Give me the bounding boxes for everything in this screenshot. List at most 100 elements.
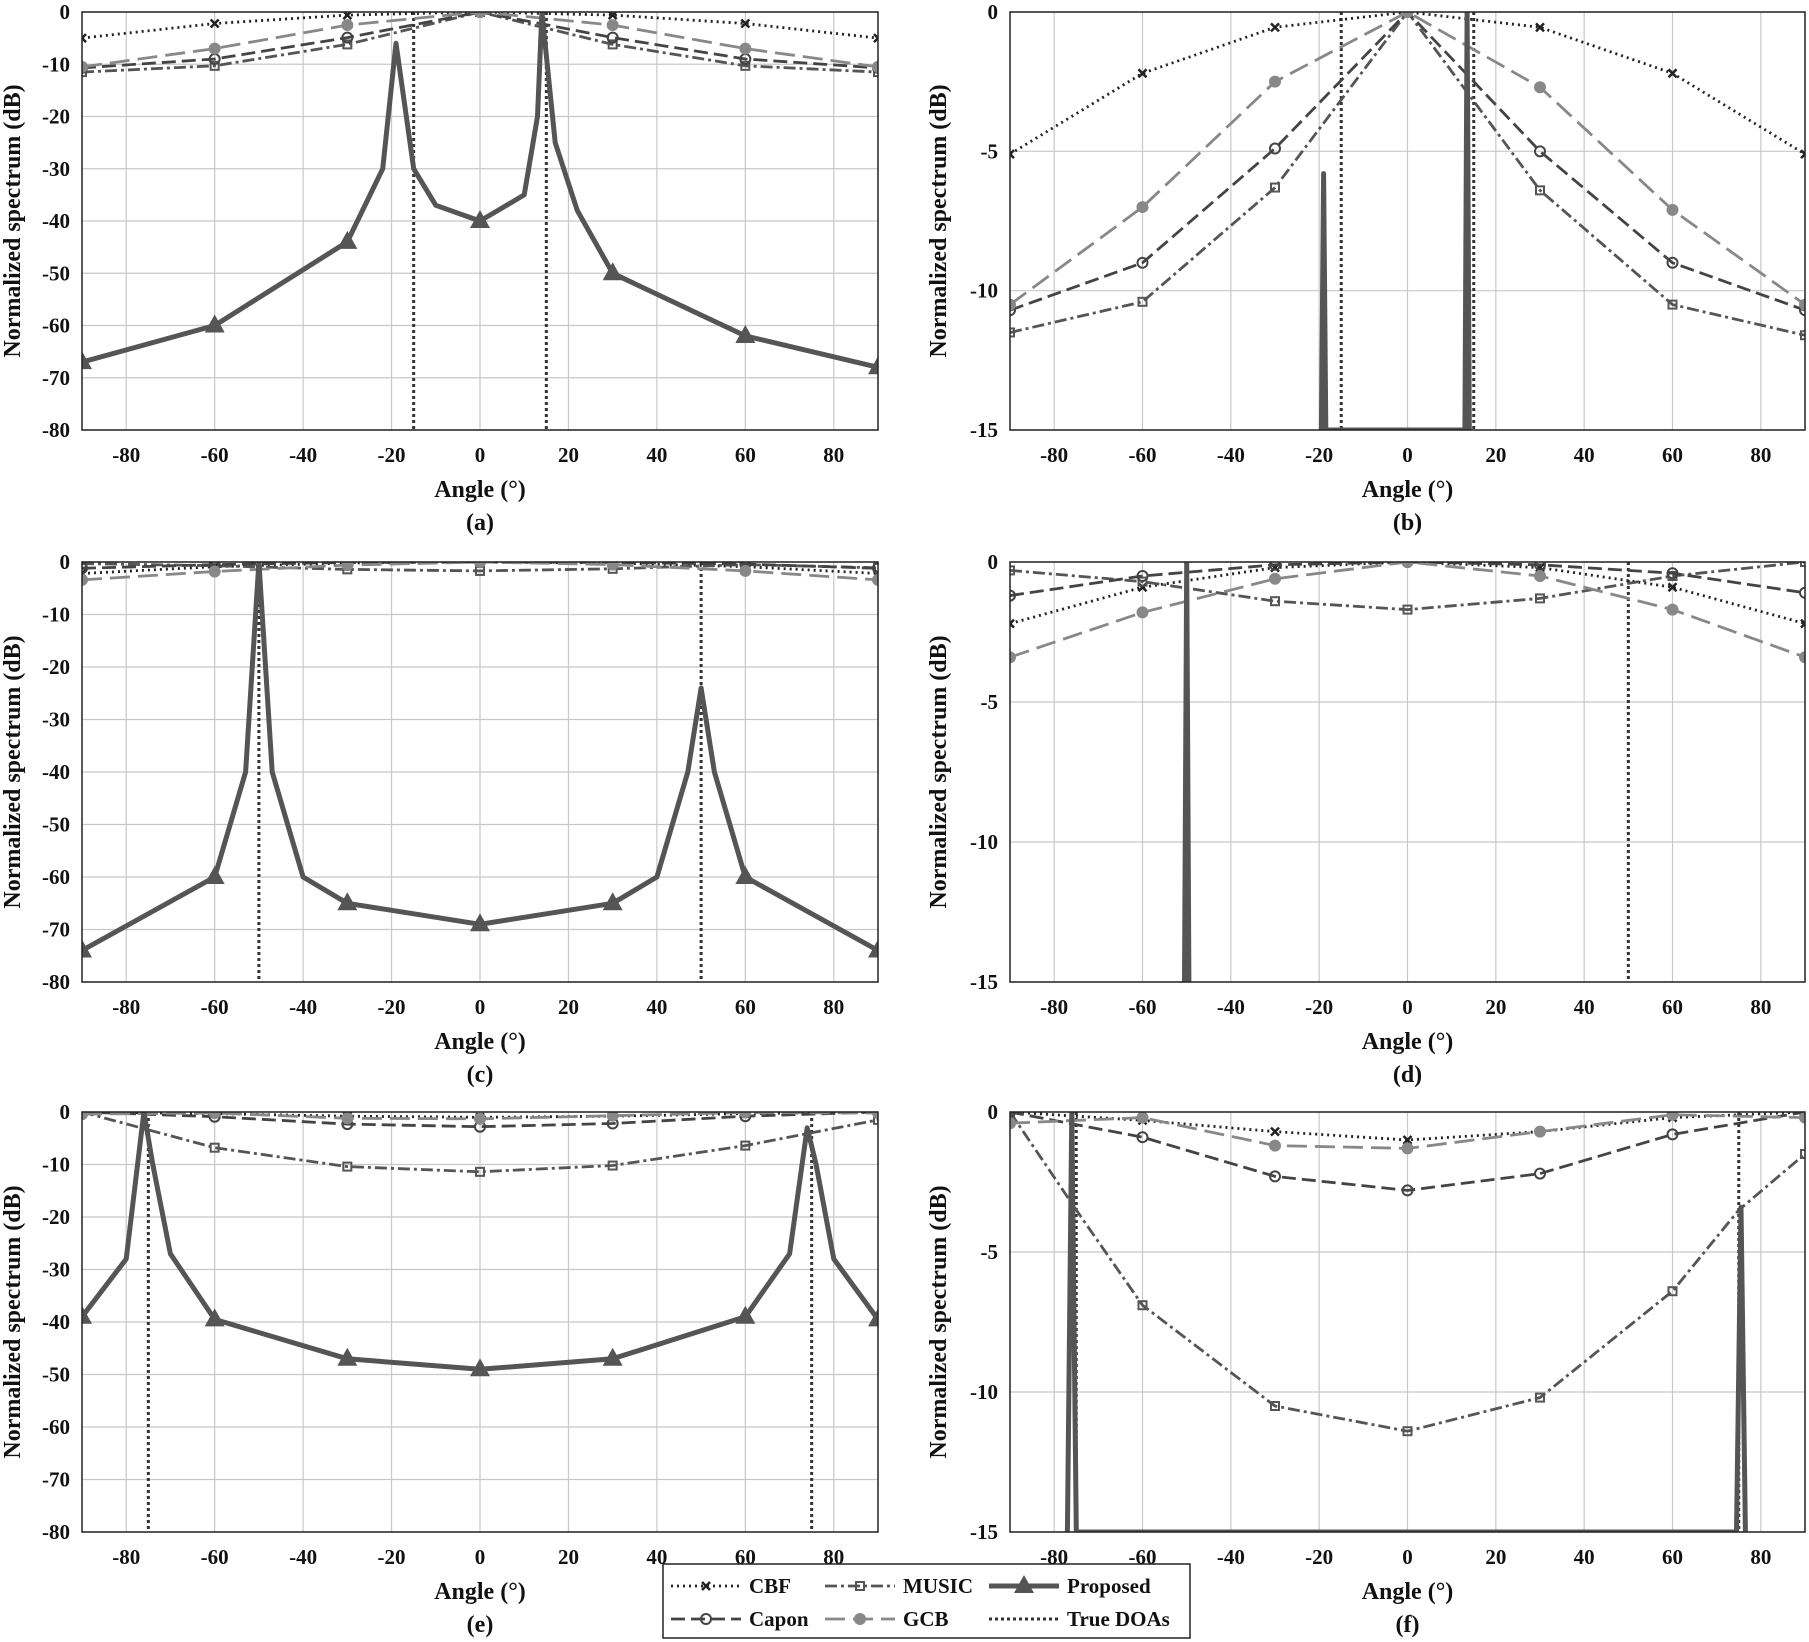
y-tick-label: -40 [42, 209, 70, 233]
x-axis-label: Angle (°) [1362, 477, 1454, 503]
x-tick-label: 40 [646, 995, 667, 1019]
x-tick-label: -80 [112, 995, 140, 1019]
x-tick-label: 20 [1485, 443, 1506, 467]
marker-proposed-2-0 [82, 939, 92, 958]
y-axis-label: Normalized spectrum (dB) [926, 1185, 952, 1458]
marker-proposed-4-8 [602, 1347, 623, 1366]
marker-music-4-3 [475, 1166, 485, 1177]
x-tick-label: 60 [735, 443, 756, 467]
marker-capon-1-0 [1010, 304, 1016, 317]
marker-gcb-3-2 [1269, 572, 1281, 585]
legend-label: GCB [903, 1607, 949, 1631]
marker-gcb-4-5 [739, 1112, 752, 1119]
marker-cbf-1-4 [1535, 22, 1545, 33]
marker-music-5-4 [1402, 1426, 1413, 1437]
axes-frame [81, 11, 879, 431]
x-tick-label: 80 [1750, 443, 1771, 467]
marker-cbf-3-0 [1010, 618, 1015, 629]
marker-gcb-4-6 [872, 1112, 878, 1120]
x-tick-label: 60 [1662, 1545, 1683, 1569]
marker-capon-1-1 [1136, 256, 1149, 269]
series-line-music [1010, 1112, 1805, 1433]
y-tick-label: -80 [42, 970, 70, 994]
marker-capon-3-5 [1666, 567, 1679, 580]
marker-cbf-0-6 [873, 33, 878, 44]
y-tick-label: 0 [60, 550, 71, 574]
series-line-music [82, 1112, 878, 1174]
series-line-music [82, 12, 878, 74]
series-layer [82, 562, 878, 982]
marker-gcb-1-6 [1799, 298, 1805, 311]
x-tick-label: 40 [646, 1545, 667, 1569]
x-tick-label: 40 [1574, 443, 1595, 467]
marker-proposed-2-6 [337, 892, 358, 911]
marker-cbf-3-1 [1137, 582, 1148, 593]
chart-panel-4: -80 -60 -40 -20 0 20 40 60 80 0 -10 -20 -30 -40 -50 -60… [0, 1100, 879, 1638]
marker-gcb-2-2 [341, 562, 354, 572]
marker-gcb-1-5 [1666, 203, 1679, 216]
x-axis-label: Angle (°) [434, 477, 526, 503]
marker-gcb-2-1 [208, 565, 221, 578]
y-tick-label: -70 [42, 918, 70, 942]
marker-cbf-3-5 [1667, 582, 1678, 593]
x-tick-label: 60 [735, 995, 756, 1019]
marker-music-4-2 [342, 1161, 353, 1172]
legend-label: True DOAs [1067, 1607, 1170, 1631]
axes-frame [81, 1111, 879, 1533]
marker-gcb-0-3 [474, 12, 486, 18]
marker-music-4-4 [607, 1160, 618, 1171]
x-tick-label: 40 [646, 443, 667, 467]
x-tick-label: -60 [1129, 995, 1157, 1019]
marker-music-5-5 [1535, 1392, 1545, 1403]
y-tick-label: -15 [970, 418, 998, 442]
y-tick-label: -5 [981, 1240, 999, 1264]
y-tick-label: 0 [988, 1100, 999, 1124]
marker-gcb-5-1 [1136, 1112, 1149, 1124]
marker-gcb-2-5 [739, 564, 752, 577]
marker-gcb-1-4 [1534, 81, 1546, 94]
x-tick-label: 0 [1402, 1545, 1413, 1569]
marker-proposed-2-14 [868, 939, 878, 958]
marker-music-1-0 [1010, 327, 1015, 338]
marker-gcb-3-5 [1666, 603, 1679, 616]
marker-gcb-2-4 [606, 562, 619, 571]
y-tick-label: -70 [42, 366, 70, 390]
marker-cbf-1-2 [1270, 22, 1280, 33]
marker-gcb-0-5 [739, 42, 752, 55]
marker-music-4-6 [873, 1114, 878, 1125]
marker-proposed-4-9 [735, 1305, 756, 1324]
series-layer [1010, 562, 1805, 982]
marker-cbf-0-1 [209, 18, 220, 29]
marker-proposed-0-13 [602, 262, 623, 281]
marker-gcb-4-3 [474, 1112, 486, 1125]
panel-caption: (b) [1393, 510, 1422, 536]
marker-music-1-4 [1535, 185, 1545, 196]
y-axis-label: Normalized spectrum (dB) [0, 635, 26, 908]
x-tick-label: -20 [1305, 1545, 1333, 1569]
y-tick-label: -10 [970, 279, 998, 303]
marker-capon-2-6 [872, 562, 878, 575]
x-tick-label: 60 [735, 1545, 756, 1569]
marker-proposed-4-6 [337, 1347, 358, 1366]
marker-cbf-3-6 [1800, 618, 1805, 629]
x-tick-label: -80 [112, 1545, 140, 1569]
marker-gcb-1-3 [1401, 12, 1414, 18]
series-line-proposed [1064, 1112, 1748, 1532]
marker-music-legend-1 [855, 1581, 865, 1591]
marker-music-0-5 [740, 60, 751, 71]
x-axis-label: Angle (°) [1362, 1579, 1454, 1605]
x-tick-label: 0 [475, 1545, 486, 1569]
marker-music-0-1 [209, 60, 220, 71]
legend-label: CBF [749, 1574, 791, 1598]
marker-music-3-4 [1535, 593, 1545, 604]
marker-gcb-0-6 [872, 60, 878, 73]
y-tick-label: -60 [42, 1415, 70, 1439]
marker-capon-0-2 [341, 31, 354, 44]
x-tick-label: 0 [1402, 443, 1413, 467]
x-tick-label: -40 [1217, 1545, 1245, 1569]
marker-gcb-4-2 [341, 1112, 354, 1125]
marker-music-4-1 [209, 1142, 220, 1153]
y-tick-label: -50 [42, 261, 70, 285]
marker-proposed-0-14 [735, 324, 756, 343]
